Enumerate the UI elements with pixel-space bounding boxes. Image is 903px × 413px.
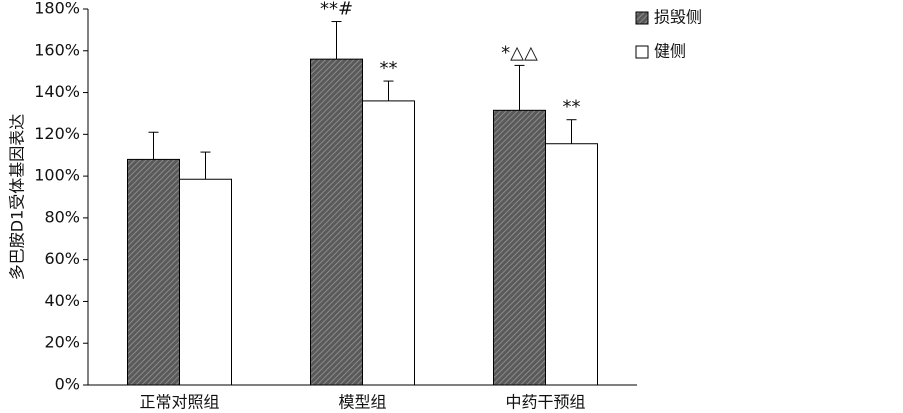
bar	[545, 143, 598, 386]
y-tick-label: 80%	[44, 207, 80, 226]
bar	[493, 109, 546, 386]
y-axis-label: 多巴胺D1受体基因表达	[8, 114, 27, 281]
x-tick-label: 模型组	[338, 393, 386, 412]
y-tick-label: 180%	[34, 0, 80, 18]
y-tick-label: 160%	[34, 40, 80, 59]
y-tick-label: 20%	[44, 333, 80, 352]
legend-swatch	[635, 45, 649, 59]
bar	[127, 158, 180, 386]
bar	[310, 58, 363, 386]
annotation: **	[563, 97, 581, 118]
bar	[179, 178, 232, 386]
legend-label: 损毁侧	[654, 8, 702, 27]
annotation: **#	[320, 0, 353, 20]
x-tick-label: 正常对照组	[139, 393, 219, 412]
y-tick-label: 40%	[44, 291, 80, 310]
x-tick-label: 中药干预组	[505, 393, 585, 412]
bar	[362, 100, 415, 386]
legend-label: 健侧	[654, 42, 686, 61]
y-tick-label: 120%	[34, 124, 80, 143]
annotation: **	[380, 58, 398, 79]
y-tick-label: 60%	[44, 249, 80, 268]
y-tick-label: 140%	[34, 82, 80, 101]
y-tick-label: 0%	[55, 375, 80, 394]
legend-swatch	[635, 11, 649, 25]
y-tick-label: 100%	[34, 166, 80, 185]
annotation: *△△	[501, 42, 538, 63]
